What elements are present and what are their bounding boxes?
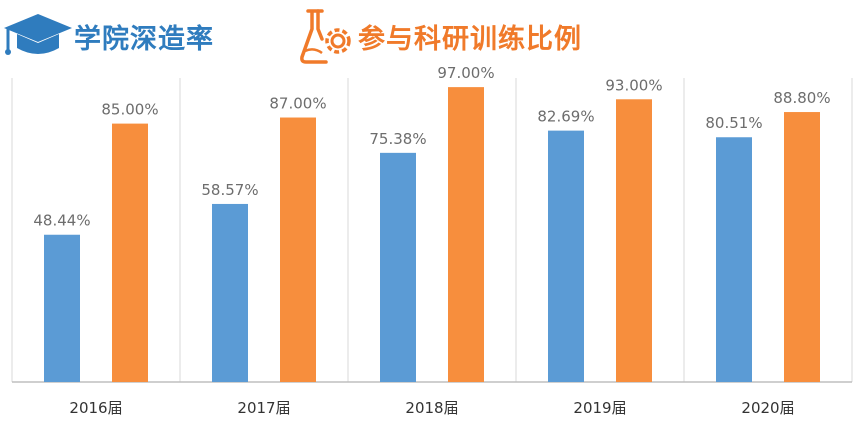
bar-series2 <box>784 112 820 382</box>
x-tick-label: 2016届 <box>69 399 122 417</box>
bar-series1 <box>380 152 416 382</box>
data-label: 80.51% <box>705 114 762 132</box>
x-tick-label: 2019届 <box>573 399 626 417</box>
graduation-cap-icon <box>4 14 72 55</box>
data-label: 87.00% <box>269 95 326 113</box>
data-label: 93.00% <box>605 76 662 94</box>
bar-series2 <box>448 87 484 383</box>
x-tick-label: 2020届 <box>741 399 794 417</box>
bar-series2 <box>616 99 652 382</box>
data-label: 97.00% <box>437 64 494 82</box>
legend-label-series2: 参与科研训练比例 <box>358 23 582 55</box>
bar-series2 <box>112 123 148 382</box>
data-label: 58.57% <box>201 181 258 199</box>
data-label: 48.44% <box>33 212 90 230</box>
data-label: 85.00% <box>101 101 158 119</box>
x-tick-label: 2018届 <box>405 399 458 417</box>
bar-series1 <box>44 234 80 382</box>
bar-series1 <box>212 203 248 382</box>
legend-item-series1: 学院深造率 <box>2 6 214 66</box>
bar-series1 <box>716 137 752 382</box>
legend: 学院深造率 参与科研训练比例 <box>0 0 864 78</box>
x-tick-label: 2017届 <box>237 399 290 417</box>
data-label: 75.38% <box>369 130 426 148</box>
bar-series2 <box>280 117 316 383</box>
legend-label-series1: 学院深造率 <box>74 23 214 55</box>
bar-series1 <box>548 130 584 382</box>
legend-item-series2: 参与科研训练比例 <box>298 6 582 66</box>
flask-gear-icon <box>300 9 351 64</box>
data-label: 82.69% <box>537 108 594 126</box>
data-label: 88.80% <box>773 89 830 107</box>
